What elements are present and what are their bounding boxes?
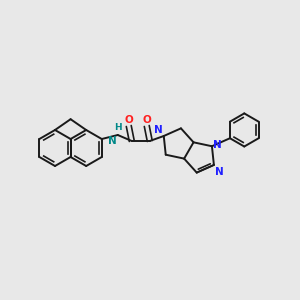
Text: O: O [142,115,151,125]
Text: N: N [108,136,117,146]
Text: N: N [213,140,222,150]
Text: O: O [124,115,133,125]
Text: H: H [114,123,122,132]
Text: N: N [215,167,224,177]
Text: N: N [154,125,163,135]
